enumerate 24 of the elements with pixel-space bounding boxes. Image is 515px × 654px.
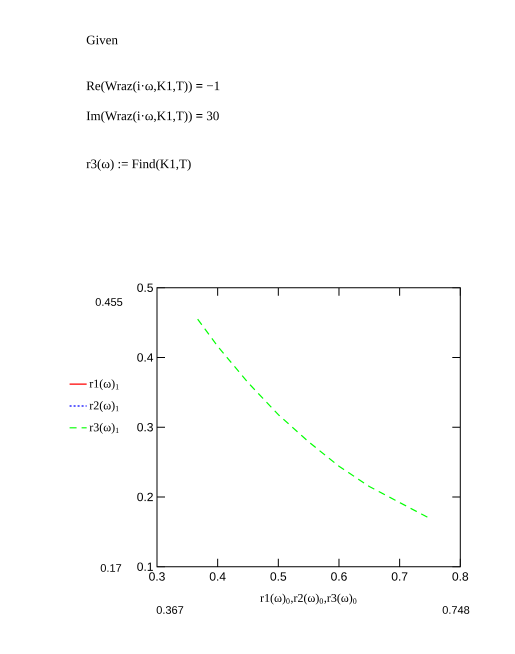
text: Given bbox=[86, 36, 118, 44]
text: 0.748 bbox=[442, 606, 470, 614]
y-tick-label: 0.1 bbox=[137, 562, 153, 571]
line-series bbox=[197, 318, 430, 518]
x-tick-label: 0.8 bbox=[452, 572, 468, 581]
text: Re(Wraz(i·ω,K1,T)) = −1 bbox=[86, 81, 220, 93]
text: Im(Wraz(i·ω,K1,T)) = 30 bbox=[86, 111, 219, 123]
x-tick-label: 0.7 bbox=[392, 572, 408, 581]
y-tick-label: 0.3 bbox=[137, 422, 153, 432]
legend-label: r1(ω)$_{1}$ bbox=[89, 379, 119, 390]
x-axis-title: r1(ω)$_{0}$,r2(ω)$_{0}$,r3(ω)$_{0}$ bbox=[260, 594, 356, 604]
legend-label: r2(ω)$_{1}$ bbox=[89, 401, 119, 412]
text: 0.455 bbox=[96, 298, 122, 306]
y-tick-label: 0.2 bbox=[137, 492, 153, 502]
y-tick-label: 0.4 bbox=[137, 353, 154, 362]
text: 0.367 bbox=[156, 606, 184, 614]
text: r3(ω) := Find(K1,T) bbox=[86, 159, 191, 171]
x-tick-label: 0.5 bbox=[270, 572, 286, 581]
text: 0.17 bbox=[100, 564, 122, 572]
y-tick-label: 0.5 bbox=[137, 283, 153, 292]
x-tick-label: 0.4 bbox=[210, 572, 226, 581]
x-tick-label: 0.6 bbox=[331, 572, 347, 581]
legend-label: r3(ω)$_{1}$ bbox=[89, 422, 119, 434]
x-tick-label: 0.3 bbox=[149, 572, 165, 581]
